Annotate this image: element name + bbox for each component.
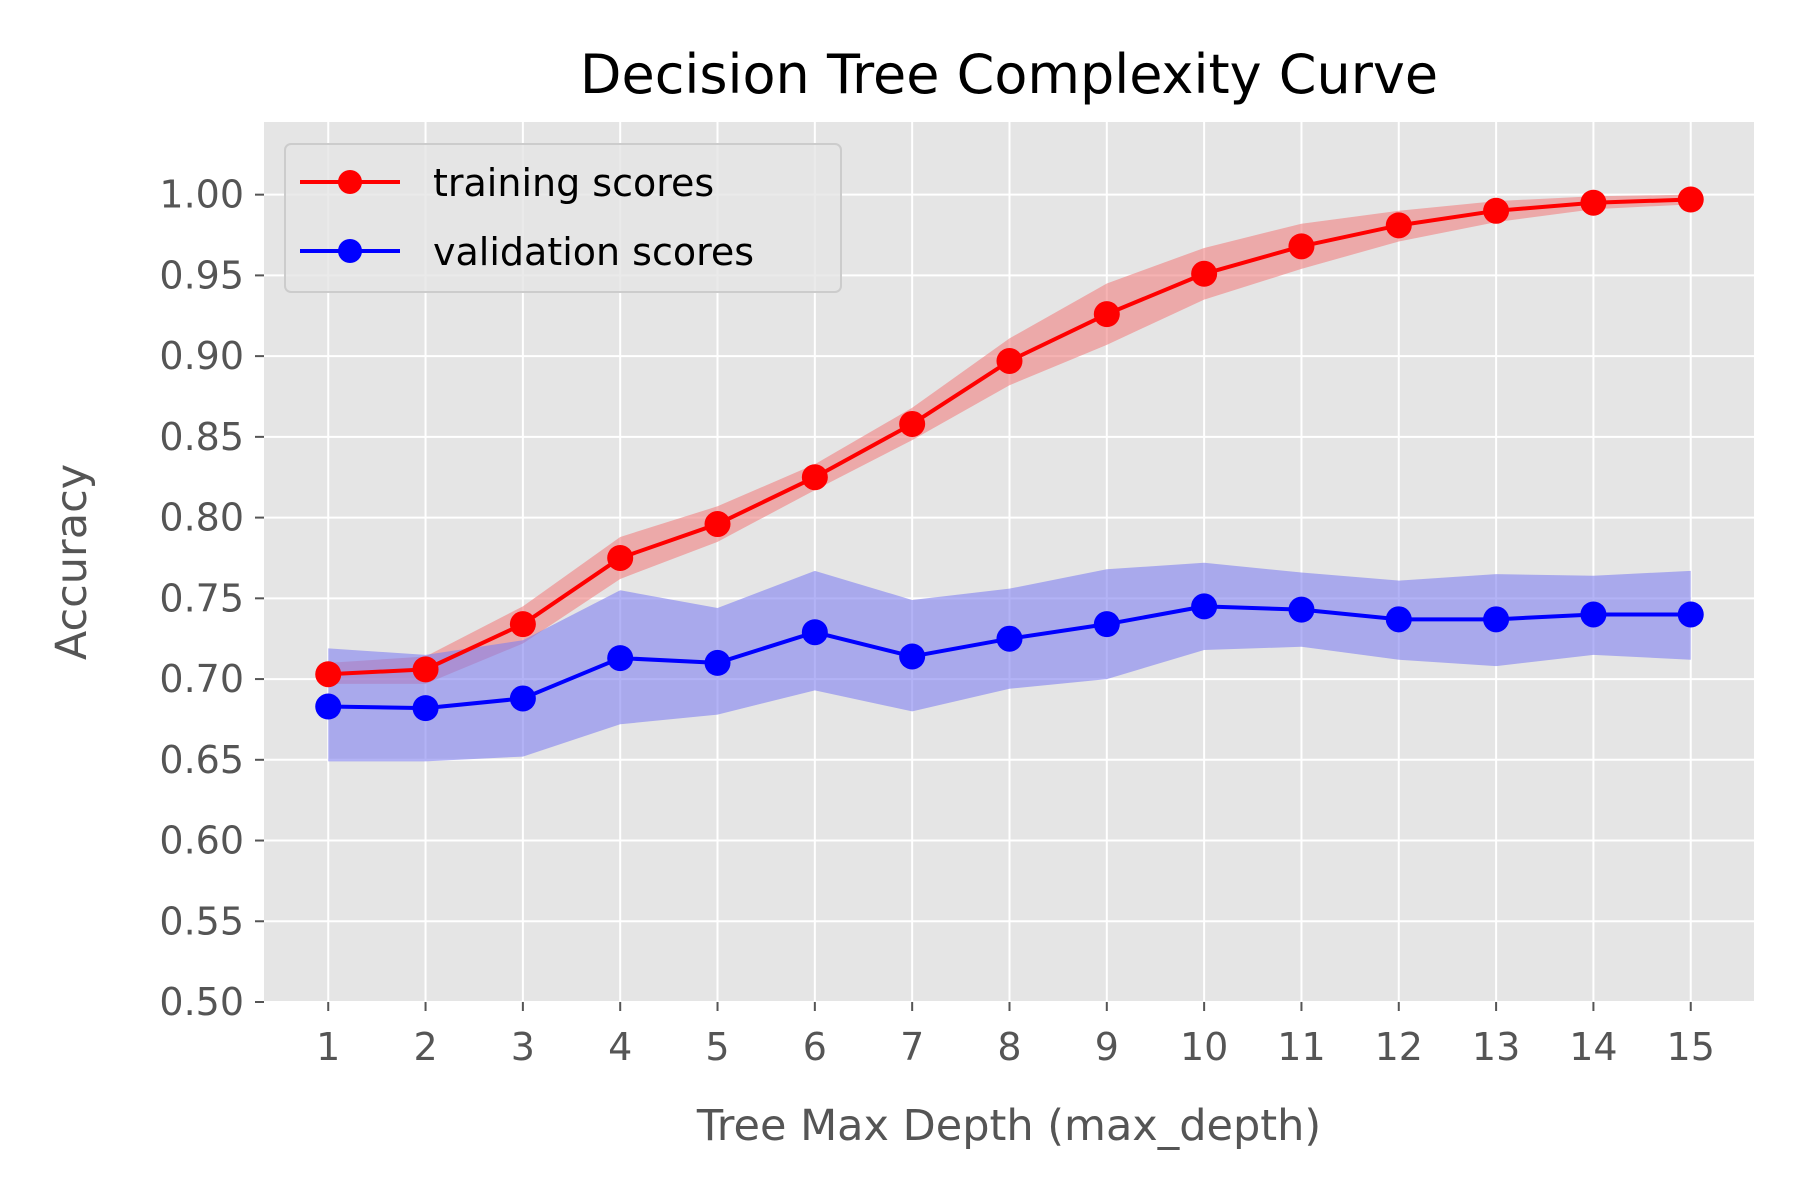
legend: training scores validation scores — [284, 143, 842, 293]
training-scores-point — [1483, 197, 1510, 224]
validation-scores-point — [315, 693, 342, 720]
y-tick-label: 0.60 — [159, 819, 244, 863]
chart-title: Decision Tree Complexity Curve — [580, 43, 1438, 106]
validation-scores-point — [607, 645, 634, 672]
legend-box — [284, 143, 842, 293]
legend-marker-training — [338, 170, 362, 194]
x-axis-ticks: 1 2 3 4 5 6 7 8 9 10 11 12 13 14 15 — [316, 1002, 1715, 1069]
x-tick-label: 8 — [997, 1025, 1021, 1069]
x-tick-label: 3 — [511, 1025, 535, 1069]
x-axis-label: Tree Max Depth (max_depth) — [696, 1101, 1321, 1151]
validation-scores-point — [1093, 611, 1120, 638]
y-tick-label: 0.50 — [159, 980, 244, 1024]
validation-scores-point — [412, 695, 439, 722]
validation-scores-band — [328, 562, 1691, 762]
training-scores-point — [801, 464, 828, 491]
x-tick-label: 13 — [1472, 1025, 1520, 1069]
x-tick-label: 5 — [705, 1025, 729, 1069]
training-scores-point — [607, 544, 634, 571]
x-tick-label: 1 — [316, 1025, 340, 1069]
training-scores-point — [1093, 301, 1120, 328]
y-tick-label: 0.75 — [159, 576, 244, 620]
x-tick-label: 9 — [1095, 1025, 1119, 1069]
x-tick-label: 2 — [413, 1025, 437, 1069]
y-axis-ticks: 0.50 0.55 0.60 0.65 0.70 0.75 0.80 0.85 0.90 0.95… — [159, 173, 264, 1024]
training-scores-point — [1288, 233, 1315, 260]
training-scores-point — [1580, 189, 1607, 216]
confidence-bands — [328, 194, 1691, 762]
x-tick-label: 12 — [1375, 1025, 1423, 1069]
training-scores-point — [996, 347, 1023, 374]
training-scores-point — [899, 410, 926, 437]
legend-label-training: training scores — [433, 161, 714, 205]
y-tick-label: 0.80 — [159, 496, 244, 540]
y-tick-label: 1.00 — [159, 173, 244, 217]
training-scores-point — [412, 656, 439, 683]
validation-scores-point — [1483, 606, 1510, 633]
training-scores-point — [315, 661, 342, 688]
y-tick-label: 0.85 — [159, 415, 244, 459]
y-tick-label: 0.55 — [159, 899, 244, 943]
legend-marker-validation — [338, 239, 362, 263]
x-tick-label: 4 — [608, 1025, 632, 1069]
training-scores-point — [704, 511, 731, 538]
x-tick-label: 10 — [1180, 1025, 1228, 1069]
validation-scores-point — [801, 619, 828, 646]
validation-scores-point — [509, 685, 536, 712]
validation-scores-point — [996, 625, 1023, 652]
training-scores-point — [509, 611, 536, 638]
validation-scores-point — [1191, 593, 1218, 620]
training-scores-point — [1677, 186, 1704, 213]
y-axis-label: Accuracy — [47, 464, 97, 660]
x-tick-label: 14 — [1569, 1025, 1617, 1069]
x-tick-label: 11 — [1277, 1025, 1325, 1069]
y-tick-label: 0.95 — [159, 253, 244, 297]
y-tick-label: 0.70 — [159, 657, 244, 701]
validation-scores-point — [899, 643, 926, 670]
validation-scores-point — [1677, 601, 1704, 628]
validation-scores-point — [1580, 601, 1607, 628]
x-tick-label: 15 — [1667, 1025, 1715, 1069]
y-tick-label: 0.90 — [159, 334, 244, 378]
validation-scores-point — [1288, 596, 1315, 623]
x-tick-label: 7 — [900, 1025, 924, 1069]
validation-scores-point — [704, 649, 731, 676]
series-markers — [315, 186, 1704, 722]
y-tick-label: 0.65 — [159, 738, 244, 782]
training-scores-point — [1385, 212, 1412, 239]
legend-label-validation: validation scores — [433, 230, 754, 274]
validation-scores-point — [1385, 606, 1412, 633]
x-tick-label: 6 — [803, 1025, 827, 1069]
training-scores-point — [1191, 260, 1218, 287]
